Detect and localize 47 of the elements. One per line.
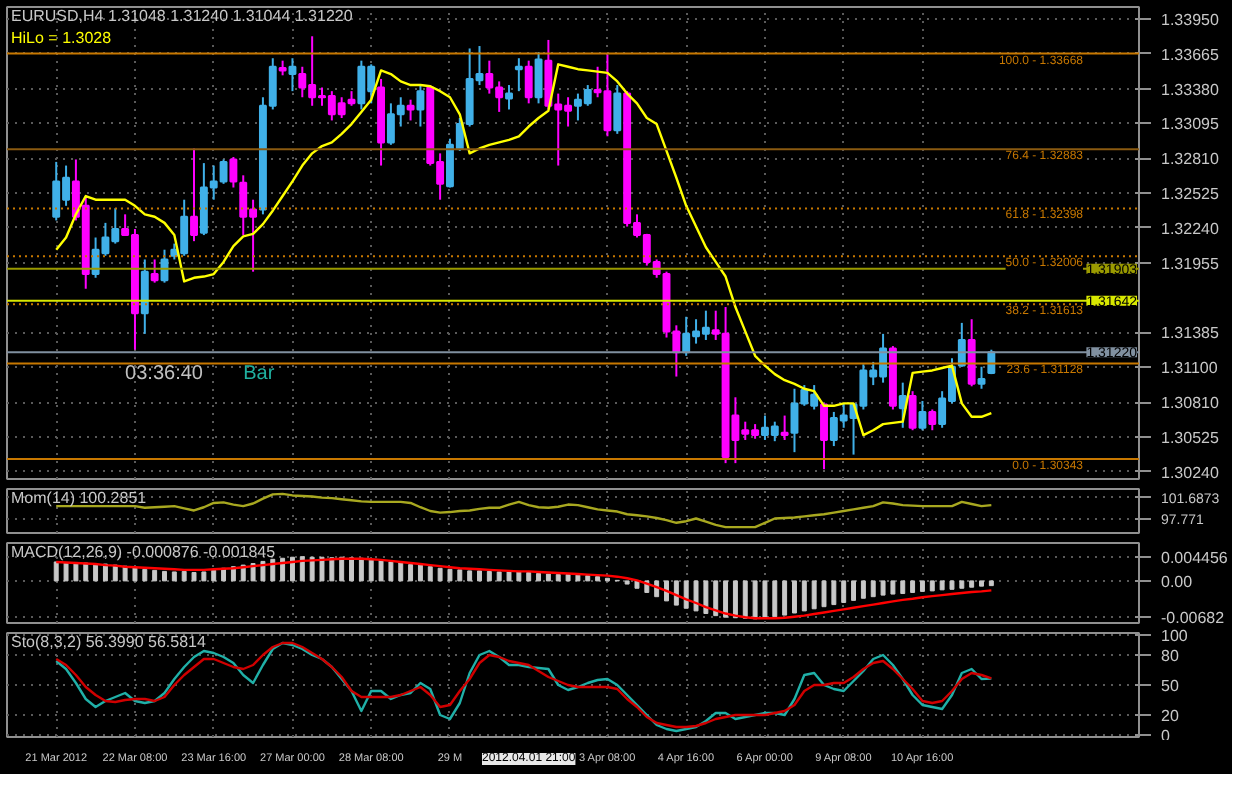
candlestick [140,258,149,335]
chart-title: MACD(12,26,9) -0.000876 -0.001845 [11,543,277,561]
y-tick-label: 50 [1161,677,1180,695]
y-tick-label: 1.32525 [1161,184,1220,203]
y-tick-label: 100 [1161,627,1189,645]
y-tick-label: 0.004456 [1161,549,1229,568]
y-tick-label: 1.32240 [1161,219,1220,238]
chart-title: EURUSD,H4 1.31048 1.31240 1.31044 1.31220 [11,7,354,25]
candlestick [820,402,828,471]
candlestick [977,365,986,390]
candlestick [416,84,425,128]
y-tick-label: 1.30240 [1161,463,1220,482]
candlestick [928,408,937,432]
y-tick-label: 80 [1161,647,1180,665]
y-tick-label: 1.33380 [1161,80,1220,99]
annotation: Bar [243,362,276,385]
y-tick-label: 0.00 [1161,572,1194,591]
y-tick-label: 1.33950 [1161,11,1220,30]
candlestick [908,390,917,432]
y-tick-label: 1.33665 [1161,45,1220,64]
y-tick-label: 1.30810 [1161,394,1220,413]
candlestick [150,258,159,284]
candlestick [918,399,927,432]
chart-title: Sto(8,3,2) 56.3990 56.5814 [11,633,207,651]
text: HiLo = 1.3028 [11,29,113,47]
candlestick [505,84,513,111]
y-tick-label: 1.31385 [1161,324,1220,343]
candlestick [780,414,789,441]
chart-title: Mom(14) 100.2851 [11,489,148,507]
candlestick [229,156,238,189]
y-tick-label: 1.33095 [1161,115,1220,134]
candlestick [534,51,543,105]
candlestick [613,84,622,135]
candlestick [406,98,415,122]
annotation: 03:36:40 [125,362,204,385]
y-tick-label: 1.32810 [1161,150,1220,169]
y-tick-label: 1.31955 [1161,254,1220,273]
y-tick-label: 20 [1161,707,1180,725]
y-tick-label: -0.00682 [1161,608,1226,627]
y-tick-label: 1.31100 [1161,358,1219,377]
candlestick [288,57,297,93]
candlestick [967,318,976,388]
candlestick [514,57,523,93]
candlestick [524,59,533,105]
candlestick [190,147,198,243]
y-tick-label: 1.30525 [1161,428,1220,447]
line-series [55,557,993,620]
